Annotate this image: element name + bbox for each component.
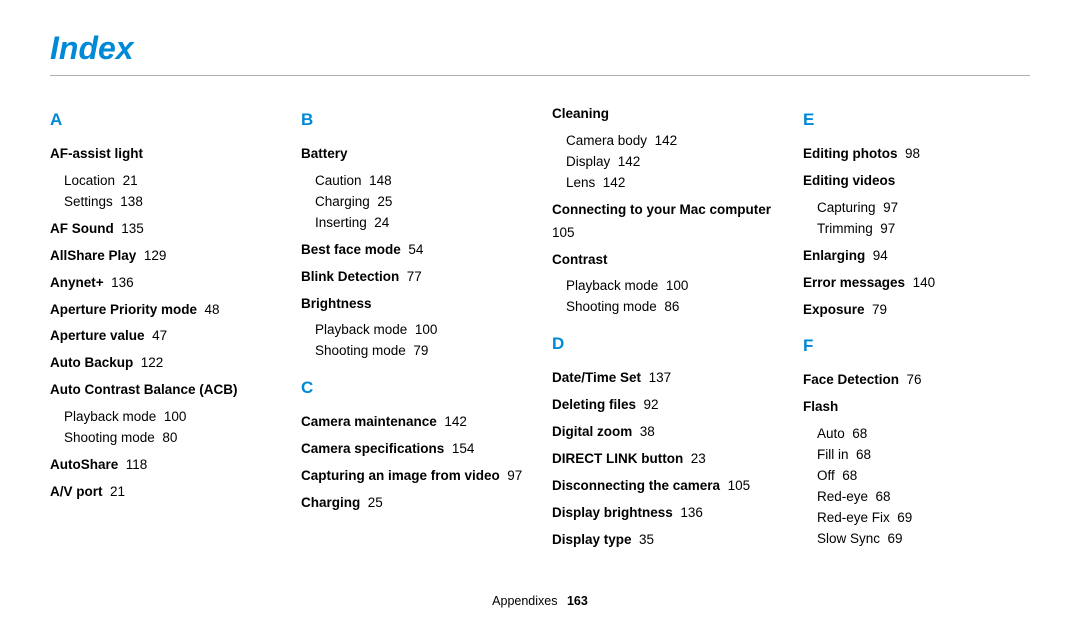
entry-enlarging: Enlarging 94 (803, 246, 1030, 267)
sub-settings: Settings 138 (64, 192, 277, 213)
entry-disp-bright: Display brightness 136 (552, 503, 779, 524)
entry-autoshare: AutoShare 118 (50, 455, 277, 476)
entry-disp-type: Display type 35 (552, 530, 779, 551)
entry-allshare: AllShare Play 129 (50, 246, 277, 267)
entry-acb: Auto Contrast Balance (ACB) Playback mod… (50, 380, 277, 449)
section-letter-e: E (803, 110, 1030, 130)
sub-playback: Playback mode 100 (64, 407, 277, 428)
entry-edit-photos: Editing photos 98 (803, 144, 1030, 165)
entry-auto-backup: Auto Backup 122 (50, 353, 277, 374)
column-1: A AF-assist light Location 21 Settings 1… (50, 104, 277, 557)
entry-deleting: Deleting files 92 (552, 395, 779, 416)
sub-shooting: Shooting mode 79 (315, 341, 528, 362)
entry-disconnect: Disconnecting the camera 105 (552, 476, 779, 497)
sub-fillin: Fill in 68 (817, 445, 1030, 466)
entry-af-sound: AF Sound 135 (50, 219, 277, 240)
page-footer: Appendixes 163 (0, 594, 1080, 608)
entry-connect-mac: Connecting to your Mac computer 105 (552, 200, 779, 244)
entry-blink: Blink Detection 77 (301, 267, 528, 288)
sub-inserting: Inserting 24 (315, 213, 528, 234)
entry-aperture-priority: Aperture Priority mode 48 (50, 300, 277, 321)
index-columns: A AF-assist light Location 21 Settings 1… (50, 104, 1030, 557)
index-page: Index A AF-assist light Location 21 Sett… (0, 0, 1080, 630)
section-letter-b: B (301, 110, 528, 130)
entry-flash: Flash Auto 68 Fill in 68 Off 68 Red-eye … (803, 397, 1030, 549)
entry-cam-spec: Camera specifications 154 (301, 439, 528, 460)
footer-page-number: 163 (567, 594, 588, 608)
sub-location: Location 21 (64, 171, 277, 192)
sub-shooting: Shooting mode 86 (566, 297, 779, 318)
column-3: Cleaning Camera body 142 Display 142 Len… (552, 104, 779, 557)
entry-date-time: Date/Time Set 137 (552, 368, 779, 389)
entry-av-port: A/V port 21 (50, 482, 277, 503)
entry-charging: Charging 25 (301, 493, 528, 514)
sub-playback: Playback mode 100 (566, 276, 779, 297)
entry-edit-videos: Editing videos Capturing 97 Trimming 97 (803, 171, 1030, 240)
sub-off: Off 68 (817, 466, 1030, 487)
sub-caution: Caution 148 (315, 171, 528, 192)
entry-brightness: Brightness Playback mode 100 Shooting mo… (301, 294, 528, 363)
entry-contrast: Contrast Playback mode 100 Shooting mode… (552, 250, 779, 319)
entry-anynet: Anynet+ 136 (50, 273, 277, 294)
term: AF-assist light (50, 146, 143, 161)
entry-cap-video: Capturing an image from video 97 (301, 466, 528, 487)
entry-digital-zoom: Digital zoom 38 (552, 422, 779, 443)
sub-display: Display 142 (566, 152, 779, 173)
sub-slowsync: Slow Sync 69 (817, 529, 1030, 550)
sub-redeye: Red-eye 68 (817, 487, 1030, 508)
sub-lens: Lens 142 (566, 173, 779, 194)
entry-aperture-value: Aperture value 47 (50, 326, 277, 347)
entry-direct-link: DIRECT LINK button 23 (552, 449, 779, 470)
sub-trimming: Trimming 97 (817, 219, 1030, 240)
entry-exposure: Exposure 79 (803, 300, 1030, 321)
column-2: B Battery Caution 148 Charging 25 Insert… (301, 104, 528, 557)
footer-section: Appendixes (492, 594, 557, 608)
entry-best-face: Best face mode 54 (301, 240, 528, 261)
section-letter-d: D (552, 334, 779, 354)
section-letter-f: F (803, 336, 1030, 356)
sub-shooting: Shooting mode 80 (64, 428, 277, 449)
sub-playback: Playback mode 100 (315, 320, 528, 341)
sub-capturing: Capturing 97 (817, 198, 1030, 219)
page-title: Index (50, 30, 1030, 76)
entry-face-detection: Face Detection 76 (803, 370, 1030, 391)
section-letter-a: A (50, 110, 277, 130)
sub-redeyefix: Red-eye Fix 69 (817, 508, 1030, 529)
sub-charging: Charging 25 (315, 192, 528, 213)
column-4: E Editing photos 98 Editing videos Captu… (803, 104, 1030, 557)
entry-error-msg: Error messages 140 (803, 273, 1030, 294)
entry-battery: Battery Caution 148 Charging 25 Insertin… (301, 144, 528, 234)
entry-cam-maint: Camera maintenance 142 (301, 412, 528, 433)
entry-af-assist: AF-assist light Location 21 Settings 138 (50, 144, 277, 213)
section-letter-c: C (301, 378, 528, 398)
entry-cleaning: Cleaning Camera body 142 Display 142 Len… (552, 104, 779, 194)
sub-body: Camera body 142 (566, 131, 779, 152)
sub-auto: Auto 68 (817, 424, 1030, 445)
